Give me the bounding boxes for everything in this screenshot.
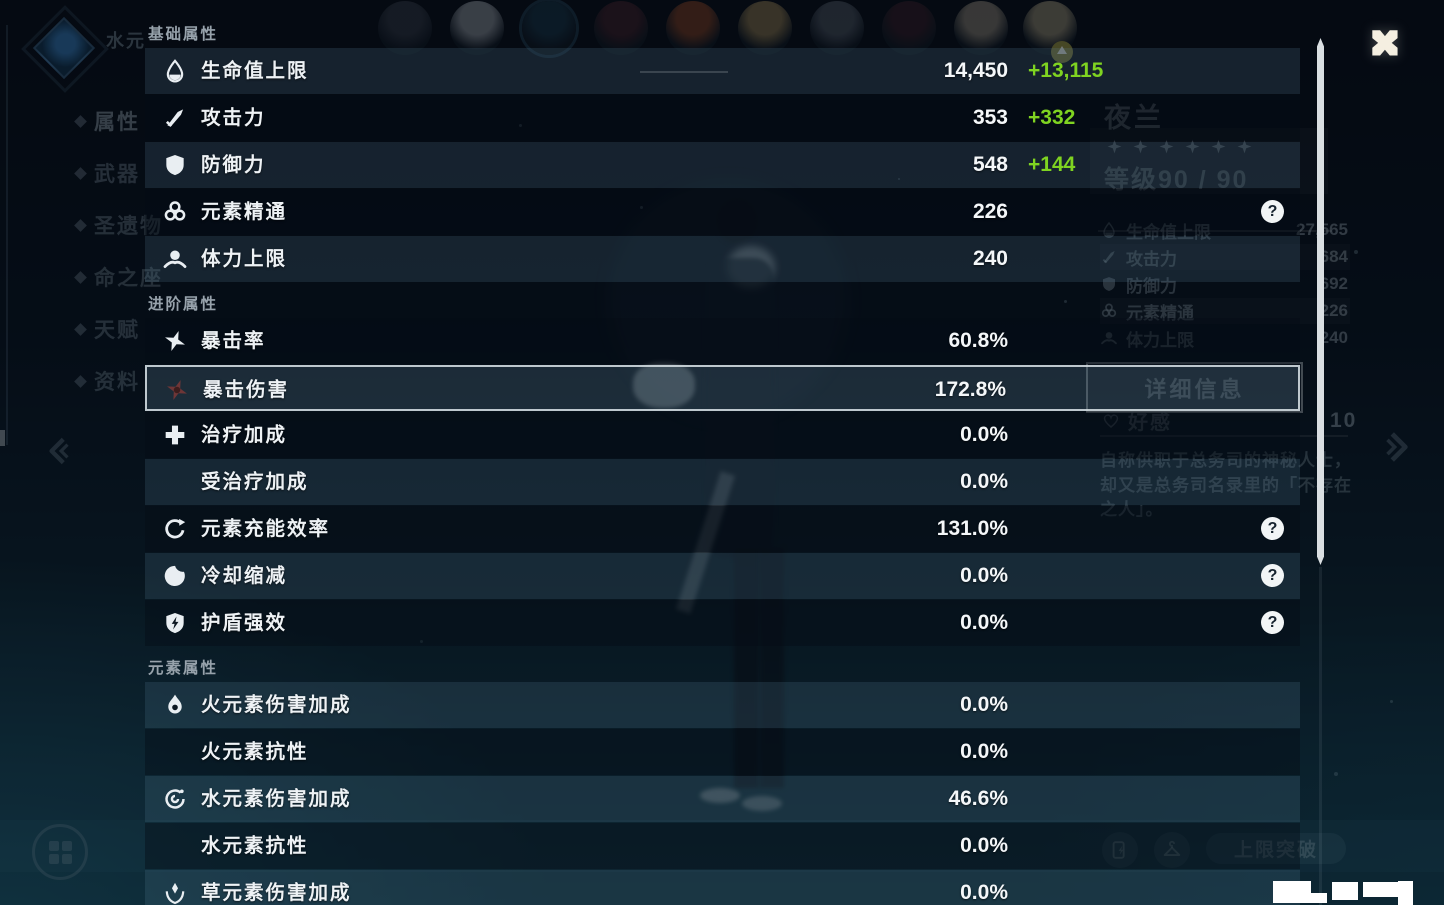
stat-bonus: +144	[1028, 153, 1076, 176]
stat-label: 水元素伤害加成	[201, 788, 352, 810]
stat-row[interactable]: 暴击伤害 172.8%	[145, 365, 1300, 411]
close-icon[interactable]	[1366, 24, 1404, 62]
stat-label: 攻击力	[201, 107, 266, 129]
stat-value: 14,450	[943, 59, 1008, 82]
stat-row[interactable]: 体力上限 240	[145, 236, 1300, 282]
section-header: 进阶属性	[148, 296, 219, 313]
stat-row[interactable]: 防御力 548 +144	[145, 142, 1300, 188]
stat-value: 0.0%	[960, 881, 1008, 904]
help-icon[interactable]: ?	[1261, 200, 1284, 223]
stat-value: 0.0%	[960, 611, 1008, 634]
help-icon[interactable]: ?	[1261, 611, 1284, 634]
stat-row[interactable]: 治疗加成 0.0%	[145, 412, 1300, 458]
stat-row[interactable]: 火元素伤害加成 0.0%	[145, 682, 1300, 728]
stat-label: 元素充能效率	[201, 518, 331, 540]
stat-bonus: +13,115	[1028, 59, 1104, 82]
stat-row[interactable]: 攻击力 353 +332	[145, 95, 1300, 141]
stat-row[interactable]: 水元素伤害加成 46.6%	[145, 776, 1300, 822]
stat-rows: 生命值上限 14,450 +13,115 攻击力 353 +332 防御力 548 +144 元素…	[145, 48, 1300, 283]
stat-label: 暴击率	[201, 330, 266, 352]
stat-value: 240	[972, 247, 1008, 270]
redaction-block	[1363, 882, 1399, 897]
healing-bonus-icon	[162, 422, 188, 448]
stat-value: 0.0%	[960, 834, 1008, 857]
stat-label: 草元素伤害加成	[201, 882, 352, 904]
stat-row[interactable]: 生命值上限 14,450 +13,115	[145, 48, 1300, 94]
stat-bonus: +332	[1028, 106, 1076, 129]
hp-icon	[162, 58, 188, 84]
stat-value: 46.6%	[948, 787, 1008, 810]
cooldown-reduction-icon	[162, 563, 188, 589]
section-header: 基础属性	[148, 26, 219, 43]
stamina-icon	[162, 246, 188, 272]
atk-icon	[162, 105, 188, 131]
scrollbar-thumb[interactable]	[1317, 38, 1324, 565]
stat-label: 体力上限	[201, 248, 288, 270]
stat-label: 冷却缩减	[201, 565, 288, 587]
stat-value: 548	[972, 153, 1008, 176]
stat-label: 治疗加成	[201, 424, 288, 446]
pyro-icon	[162, 692, 188, 718]
crit-dmg-icon	[164, 377, 190, 403]
stat-row[interactable]: 元素精通 226?	[145, 189, 1300, 235]
stat-row[interactable]: 冷却缩减 0.0%?	[145, 553, 1300, 599]
redaction-block	[1311, 893, 1327, 903]
stat-value: 0.0%	[960, 470, 1008, 493]
stat-row[interactable]: 火元素抗性 0.0%	[145, 729, 1300, 775]
stat-rows: 暴击率 60.8% 暴击伤害 172.8% 治疗加成 0.0% 受治疗加成 0.0% 元素充能效…	[145, 318, 1300, 647]
dendro-icon	[162, 880, 188, 905]
stat-row[interactable]: 受治疗加成 0.0%	[145, 459, 1300, 505]
stat-value: 0.0%	[960, 740, 1008, 763]
stat-row[interactable]: 暴击率 60.8%	[145, 318, 1300, 364]
def-icon	[162, 152, 188, 178]
stat-rows: 火元素伤害加成 0.0% 火元素抗性 0.0% 水元素伤害加成 46.6% 水元素抗性 0.0…	[145, 682, 1300, 905]
shield-strength-icon	[162, 610, 188, 636]
hydro-icon	[162, 786, 188, 812]
stat-label: 火元素抗性	[201, 741, 309, 763]
stat-row[interactable]: 护盾强效 0.0%?	[145, 600, 1300, 646]
stat-label: 暴击伤害	[203, 379, 290, 401]
energy-recharge-icon	[162, 516, 188, 542]
stat-label: 受治疗加成	[201, 471, 309, 493]
scrollbar-track[interactable]	[1319, 567, 1322, 905]
stat-value: 131.0%	[936, 517, 1008, 540]
redaction-block	[1332, 882, 1358, 900]
stat-value: 60.8%	[948, 329, 1008, 352]
stat-label: 生命值上限	[201, 60, 309, 82]
section-header: 元素属性	[148, 660, 219, 677]
stat-value: 172.8%	[934, 378, 1006, 401]
stat-label: 火元素伤害加成	[201, 694, 352, 716]
stat-label: 防御力	[201, 154, 266, 176]
redaction-block	[1398, 881, 1413, 905]
stat-row[interactable]: 元素充能效率 131.0%?	[145, 506, 1300, 552]
stat-label: 元素精通	[201, 201, 288, 223]
stat-row[interactable]: 水元素抗性 0.0%	[145, 823, 1300, 869]
redaction-block	[1273, 881, 1311, 903]
stat-label: 护盾强效	[201, 612, 288, 634]
elemental-mastery-icon	[162, 199, 188, 225]
stat-value: 0.0%	[960, 693, 1008, 716]
help-icon[interactable]: ?	[1261, 564, 1284, 587]
stat-value: 0.0%	[960, 423, 1008, 446]
stat-value: 353	[972, 106, 1008, 129]
help-icon[interactable]: ?	[1261, 517, 1284, 540]
stat-value: 0.0%	[960, 564, 1008, 587]
crit-rate-icon	[162, 328, 188, 354]
stat-label: 水元素抗性	[201, 835, 309, 857]
stat-row[interactable]: 草元素伤害加成 0.0%	[145, 870, 1300, 905]
stat-value: 226	[972, 200, 1008, 223]
